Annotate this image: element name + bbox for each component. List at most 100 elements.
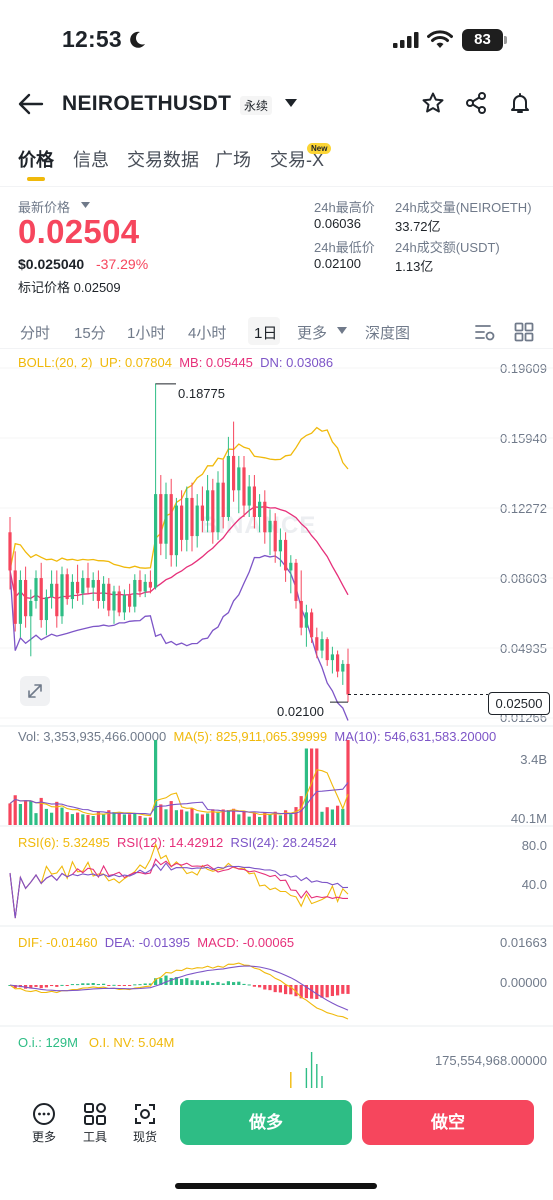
candle-body	[325, 639, 329, 661]
vol-base-label: 24h成交量(NEIROETH)	[395, 200, 532, 215]
symbol-dropdown-icon[interactable]	[284, 98, 298, 108]
oi-nv-value: O.I. NV: 5.04M	[88, 1035, 175, 1050]
candle-body	[128, 595, 132, 607]
macd-histogram-bar	[154, 978, 158, 985]
current-price-tag[interactable]: 0.02500	[488, 692, 550, 715]
candle-body	[76, 581, 80, 594]
low-24h-label: 24h最低价	[314, 240, 375, 255]
macd-histogram-bar	[258, 985, 262, 988]
tools-icon[interactable]	[83, 1102, 107, 1126]
timeframe-divider	[0, 348, 553, 349]
low-24h-value: 0.02100	[314, 256, 361, 271]
open-long-button[interactable]: 做多	[180, 1100, 352, 1145]
candle-body	[185, 497, 189, 540]
tab-trading-data[interactable]: 交易数据	[127, 150, 199, 170]
candle-body	[278, 539, 282, 552]
macd-value: MACD: -0.00065	[197, 935, 295, 950]
candle-body	[336, 654, 340, 672]
candle-body	[65, 574, 69, 600]
fullscreen-button[interactable]	[20, 676, 50, 706]
macd-legend: DIF: -0.01460 DEA: -0.01395 MACD: -0.000…	[18, 935, 294, 950]
back-arrow-icon[interactable]	[18, 92, 44, 116]
volume-bar	[44, 808, 48, 825]
candle-body	[284, 539, 288, 571]
vol-quote-value: 1.13亿	[395, 259, 434, 274]
boll-mb: MB: 0.05445	[179, 355, 253, 370]
volume-bar	[185, 811, 189, 825]
layout-grid-icon[interactable]	[514, 322, 534, 342]
period-low-label: 0.02100	[277, 704, 324, 719]
volume-bar	[122, 814, 126, 825]
candle-body	[55, 583, 59, 617]
share-icon[interactable]	[464, 91, 488, 115]
candle-body	[232, 455, 236, 491]
candle-body	[200, 505, 204, 521]
macd-histogram-bar	[44, 985, 48, 988]
bottom-nav-spot-label[interactable]: 现货	[132, 1130, 157, 1144]
bottom-nav-more-label[interactable]: 更多	[31, 1130, 56, 1144]
candle-body	[216, 482, 220, 533]
macd-histogram-bar	[55, 985, 59, 987]
indicator-settings-icon[interactable]	[474, 322, 496, 342]
rsi-12: RSI(12): 14.42912	[117, 835, 224, 850]
candle-body	[258, 501, 262, 518]
status-time: 12:53	[62, 26, 122, 52]
tab-price[interactable]: 价格	[18, 150, 54, 170]
change-percent: -37.29%	[96, 256, 149, 272]
volume-bar	[289, 814, 293, 825]
candle-body	[44, 597, 48, 621]
timeframe-more[interactable]: 更多	[297, 325, 328, 342]
boll-lower-line	[9, 554, 349, 721]
macd-histogram-bar	[133, 984, 137, 986]
latest-price-label[interactable]: 最新价格	[18, 200, 71, 215]
favorite-star-icon[interactable]	[421, 91, 445, 115]
rsi-legend: RSI(6): 5.32495 RSI(12): 14.42912 RSI(24…	[18, 835, 337, 850]
open-short-button[interactable]: 做空	[362, 1100, 534, 1145]
vol-base-value: 33.72亿	[395, 219, 441, 234]
depth-chart-tab[interactable]: 深度图	[365, 325, 411, 342]
rsi-axis-tick: 40.0	[521, 877, 547, 892]
new-badge: New	[307, 143, 332, 154]
timeframe-1h[interactable]: 1小时	[127, 325, 166, 342]
macd-histogram-bar	[273, 985, 277, 993]
symbol-title[interactable]: NEIROETHUSDT	[62, 92, 232, 115]
candle-body	[117, 591, 121, 613]
timeframe-4h[interactable]: 4小时	[188, 325, 227, 342]
macd-histogram-bar	[195, 980, 199, 985]
tab-info[interactable]: 信息	[73, 150, 109, 170]
oi-legend: O.i.: 129M O.I. NV: 5.04M	[18, 1035, 174, 1050]
bottom-nav-tools-label[interactable]: 工具	[82, 1130, 107, 1144]
timeframe-more-caret-icon[interactable]	[337, 327, 347, 334]
mark-price-value: 0.02509	[73, 280, 121, 295]
candle-body	[242, 467, 246, 506]
active-tab-indicator	[27, 177, 45, 181]
candle-body	[112, 591, 116, 611]
macd-histogram-bar	[164, 975, 168, 985]
macd-histogram-bar	[200, 981, 204, 985]
candle-body	[39, 578, 43, 621]
volume-bar	[310, 748, 314, 825]
timeframe-1d[interactable]: 1日	[254, 325, 278, 342]
volume-bar	[200, 814, 204, 825]
volume-bar	[278, 815, 282, 825]
macd-histogram-bar	[76, 984, 80, 986]
macd-dif: DIF: -0.01460	[18, 935, 98, 950]
candle-body	[143, 581, 147, 592]
tab-square[interactable]: 广场	[215, 150, 251, 170]
bell-icon[interactable]	[508, 91, 532, 115]
timeframe-line[interactable]: 分时	[20, 325, 51, 342]
timeframe-15m[interactable]: 15分	[74, 325, 106, 342]
more-icon[interactable]	[32, 1102, 56, 1126]
kline-chart[interactable]	[0, 360, 553, 1088]
macd-histogram-bar	[237, 981, 241, 985]
tab-trade-x[interactable]: 交易-X	[270, 150, 324, 170]
volume-bar	[216, 811, 220, 825]
macd-histogram-bar	[112, 984, 116, 986]
spot-icon[interactable]	[133, 1102, 157, 1126]
latest-price-caret-icon[interactable]	[81, 202, 90, 208]
macd-histogram-bar	[50, 985, 54, 987]
macd-histogram-bar	[315, 985, 319, 999]
candle-body	[180, 505, 184, 540]
volume-bar	[18, 804, 22, 825]
mark-price-row: 标记价格 0.02509	[18, 277, 121, 296]
